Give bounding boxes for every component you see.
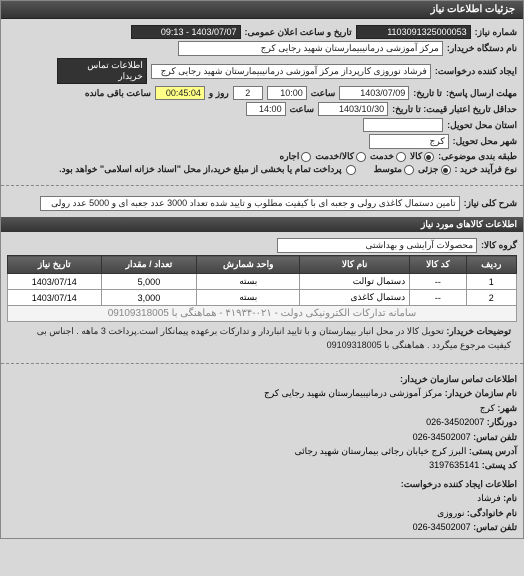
watermark-cell: سامانه تدارکات الکترونیکی دولت - ۰۲۱-۴۱۹… [8,306,517,322]
col-index: ردیف [466,256,516,274]
col-qty: تعداد / مقدار [101,256,197,274]
payment-note: پرداخت تمام یا بخشی از مبلغ خرید،از محل … [59,164,342,175]
remain-label: ساعت باقی مانده [85,88,151,99]
city2-val: کرج [480,403,495,413]
table-cell: 1403/07/14 [8,274,102,290]
table-cell: دستمال توالت [300,274,410,290]
time1-field: 10:00 [267,86,307,100]
cat-service-radio[interactable]: خدمت [370,151,406,162]
announce-field: 1403/07/07 - 09:13 [131,25,241,39]
deadline-label: مهلت ارسال پاسخ: [446,88,517,99]
top-section: شماره نیاز: 1103091325000053 تاریخ و ساع… [1,19,523,181]
city-label: شهر محل تحویل: [453,136,517,147]
time-label-1: ساعت [311,88,336,99]
items-section: گروه کالا: محصولات آرایشی و بهداشتی ردیف… [1,232,523,359]
payment-radio[interactable] [346,165,356,175]
cphone-val: 34502007-026 [413,522,471,532]
day-label: روز و [209,88,229,99]
org-val: مرکز آموزشی درمانیبیمارستان شهید رجایی ک… [264,388,442,398]
col-name: نام کالا [300,256,410,274]
contact-block: اطلاعات تماس سازمان خریدار: نام سازمان خ… [1,368,523,538]
time2-field: 14:00 [246,102,286,116]
province-label: استان محل تحویل: [447,120,517,131]
cname-val: فرشاد [477,493,501,503]
cat-rent-radio[interactable]: اجاره [280,151,312,162]
clast-val: نوروزی [437,508,464,518]
table-cell: 1 [466,274,516,290]
desc-title-field: تامین دستمال کاغذی رولی و جعبه ای با کیف… [40,196,460,211]
main-panel: جزئیات اطلاعات نیاز شماره نیاز: 11030913… [0,0,524,539]
announce-label: تاریخ و ساعت اعلان عمومی: [245,27,352,38]
col-unit: واحد شمارش [197,256,300,274]
cat-both-radio[interactable]: کالا/خدمت [315,151,366,162]
table-cell: 2 [466,290,516,306]
table-cell: -- [410,274,466,290]
contact-header: اطلاعات تماس سازمان خریدار: [7,372,517,386]
table-cell: 3,000 [101,290,197,306]
items-header: اطلاعات کالاهای مورد نیاز [1,217,523,232]
remain-field: 00:45:04 [155,86,205,100]
creator-field: فرشاد نوروزی کارپرداز مرکز آموزشی درمانی… [151,64,431,79]
desc-section: شرح کلی نیاز: تامین دستمال کاغذی رولی و … [1,190,523,217]
desc-title-label: شرح کلی نیاز: [464,198,517,209]
until-label: تا تاریخ: [413,88,442,99]
buyer-note-block: توضیحات خریدار: تحویل کالا در محل انبار … [7,322,517,355]
col-date: تاریخ نیاز [8,256,102,274]
date2-field: 1403/10/30 [318,102,388,116]
clast-label: نام خانوادگی: [467,508,517,518]
fax-val: 34502007-026 [426,417,484,427]
postal-val: 3197635141 [429,460,479,470]
table-cell: بسته [197,290,300,306]
cphone-label: تلفن تماس: [473,522,517,532]
watermark-row: سامانه تدارکات الکترونیکی دولت - ۰۲۱-۴۱۹… [8,306,517,322]
phone-val: 34502007-026 [413,432,471,442]
need-number-label: شماره نیاز: [475,27,517,38]
min-credit-label: حداقل تاریخ اعتبار قیمت: تا تاریخ: [392,104,517,115]
group-label: گروه کالا: [481,240,517,251]
address-val: البرز کرج خیابان رجائی بیمارستان شهید رج… [295,446,467,456]
table-cell: بسته [197,274,300,290]
cat-goods-radio[interactable]: کالا [410,151,434,162]
table-row: 1--دستمال توالتبسته5,0001403/07/14 [8,274,517,290]
table-row: 2--دستمال کاغذیبسته3,0001403/07/14 [8,290,517,306]
buyer-note-label: توضیحات خریدار: [446,326,511,336]
date1-field: 1403/07/09 [339,86,409,100]
city-field: کرج [369,134,449,149]
fax-label: دورنگار: [487,417,517,427]
address-label: آدرس پستی: [469,446,517,456]
table-cell: -- [410,290,466,306]
day-field: 2 [233,86,263,100]
group-field: محصولات آرایشی و بهداشتی [277,238,477,253]
col-code: کد کالا [410,256,466,274]
time-label-2: ساعت [290,104,315,115]
buyer-note-text: تحویل کالا در محل انبار بیمارستان و با ت… [37,326,511,350]
contact-button[interactable]: اطلاعات تماس خریدار [57,58,147,84]
panel-header: جزئیات اطلاعات نیاز [1,1,523,19]
creator-label: ایجاد کننده درخواست: [435,66,517,77]
process-label: نوع فرآیند خرید : [455,164,518,175]
org-label: نام سازمان خریدار: [445,388,517,398]
need-number-field: 1103091325000053 [356,25,471,39]
device-label: نام دستگاه خریدار: [447,43,517,54]
creator-header: اطلاعات ایجاد کننده درخواست: [7,477,517,491]
city2-label: شهر: [497,403,517,413]
province-field [363,118,443,132]
process-mid-radio[interactable]: متوسط [374,164,414,175]
process-low-radio[interactable]: جزئی [418,164,451,175]
phone-label: تلفن تماس: [473,432,517,442]
postal-label: کد پستی: [482,460,517,470]
items-table: ردیف کد کالا نام کالا واحد شمارش تعداد /… [7,255,517,322]
table-cell: 5,000 [101,274,197,290]
cname-label: نام: [503,493,517,503]
table-cell: دستمال کاغذی [300,290,410,306]
category-label: طبقه بندی موضوعی: [438,151,517,162]
device-field: مرکز آموزشی درمانیبیمارستان شهید رجایی ک… [178,41,443,56]
table-cell: 1403/07/14 [8,290,102,306]
